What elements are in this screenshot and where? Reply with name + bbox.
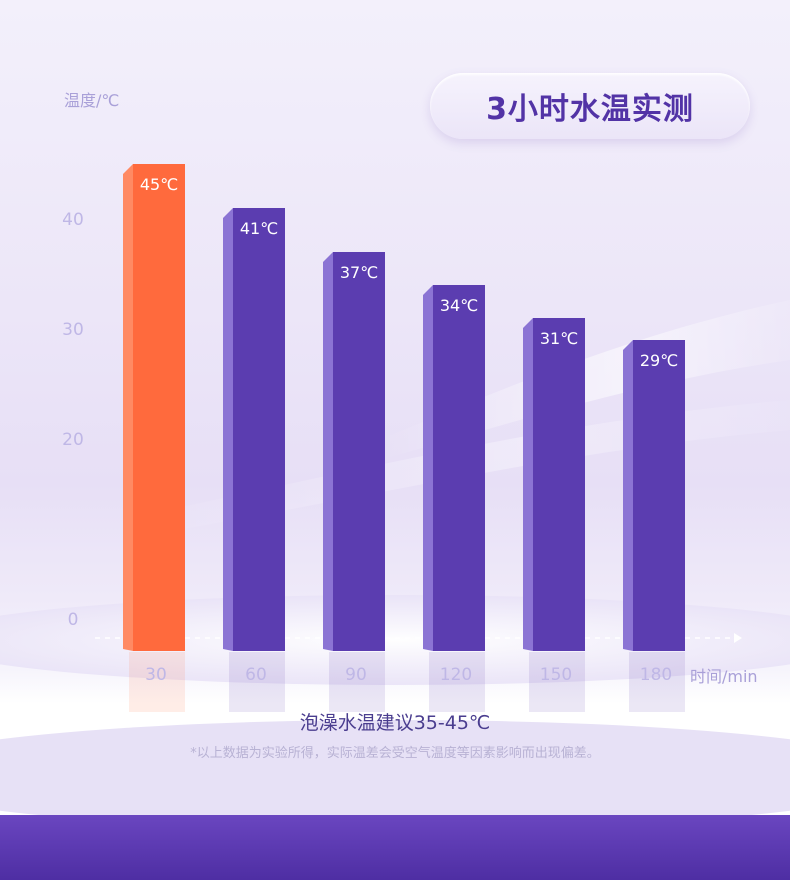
bar-180 [623, 340, 685, 712]
footer-band [0, 815, 790, 880]
bar-face [533, 318, 585, 651]
x-axis-label: 时间/min [690, 667, 758, 686]
bar-face [333, 252, 385, 651]
y-tick-label: 20 [62, 430, 84, 450]
bar-value-label: 41℃ [240, 219, 278, 238]
bar-reflection [329, 652, 385, 712]
bar-60 [223, 208, 285, 712]
bar-face [133, 164, 185, 651]
bar-value-label: 45℃ [140, 175, 178, 194]
bar-side [123, 164, 133, 651]
x-tick-label: 180 [640, 665, 672, 685]
x-tick-label: 30 [145, 665, 167, 685]
bar-150 [523, 318, 585, 712]
bar-face [433, 285, 485, 651]
bar-side [223, 208, 233, 651]
title-pill: 3小时水温实测 [430, 73, 750, 139]
bar-30 [123, 164, 185, 712]
y-tick-label: 0 [68, 610, 79, 630]
x-tick-label: 60 [245, 665, 267, 685]
chart-title: 3小时水温实测 [486, 92, 694, 127]
bar-120 [423, 285, 485, 712]
x-tick-label: 90 [345, 665, 367, 685]
bar-face [633, 340, 685, 651]
recommendation-text: 泡澡水温建议35-45℃ [299, 712, 491, 734]
bar-value-label: 34℃ [440, 296, 478, 315]
bar-value-label: 37℃ [340, 263, 378, 282]
x-tick-label: 120 [440, 665, 472, 685]
bar-face [233, 208, 285, 651]
bar-reflection [529, 652, 585, 712]
bar-reflection [429, 652, 485, 712]
bar-90 [323, 252, 385, 712]
y-tick-label: 40 [62, 210, 84, 230]
y-axis-label: 温度/℃ [64, 91, 120, 110]
bar-reflection [629, 652, 685, 712]
bar-side [523, 318, 533, 651]
disclaimer-note: *以上数据为实验所得，实际温差会受空气温度等因素影响而出现偏差。 [190, 746, 600, 761]
bar-reflection [129, 652, 185, 712]
y-tick-label: 30 [62, 320, 84, 340]
x-axis-arrow [734, 633, 742, 643]
bar-side [623, 340, 633, 651]
bar-side [323, 252, 333, 651]
bar-side [423, 285, 433, 651]
bar-value-label: 31℃ [540, 329, 578, 348]
x-tick-label: 150 [540, 665, 572, 685]
bar-reflection [229, 652, 285, 712]
bar-value-label: 29℃ [640, 351, 678, 370]
